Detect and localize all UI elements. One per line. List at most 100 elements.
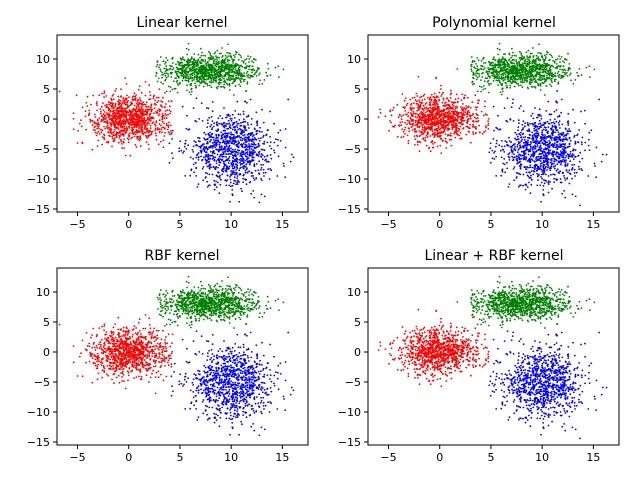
scatter-point: [210, 151, 212, 153]
scatter-point: [537, 78, 539, 80]
scatter-point: [184, 146, 186, 148]
scatter-point: [215, 61, 217, 63]
scatter-point: [241, 154, 243, 156]
scatter-point: [446, 98, 448, 100]
scatter-point: [451, 145, 453, 147]
scatter-point: [394, 125, 396, 127]
scatter-point: [218, 139, 220, 141]
scatter-point: [122, 97, 124, 99]
scatter-point: [151, 133, 153, 135]
scatter-point: [155, 75, 157, 77]
scatter-point: [410, 104, 412, 106]
scatter-point: [190, 88, 192, 90]
scatter-point: [98, 131, 100, 133]
scatter-point: [106, 104, 108, 106]
scatter-point: [425, 112, 427, 114]
scatter-point: [212, 69, 214, 71]
scatter-point: [147, 118, 149, 120]
scatter-point: [156, 139, 158, 141]
scatter-point: [250, 99, 252, 101]
scatter-point: [509, 54, 511, 56]
scatter-point: [212, 155, 214, 157]
scatter-point: [180, 150, 182, 152]
scatter-point: [548, 72, 550, 74]
scatter-point: [267, 129, 269, 131]
scatter-point: [255, 133, 257, 135]
scatter-point: [475, 72, 477, 74]
scatter-point: [223, 62, 225, 64]
scatter-point: [243, 62, 245, 64]
scatter-point: [222, 168, 224, 170]
scatter-point: [488, 118, 490, 120]
scatter-point: [550, 69, 552, 71]
scatter-point: [176, 74, 178, 76]
scatter-point: [283, 163, 285, 165]
scatter-point: [92, 95, 94, 97]
scatter-point: [415, 120, 417, 122]
scatter-point: [195, 167, 197, 169]
scatter-point: [473, 133, 475, 135]
scatter-point: [267, 63, 269, 65]
scatter-point: [378, 116, 380, 118]
scatter-point: [170, 125, 172, 127]
scatter-point: [188, 43, 190, 45]
scatter-point: [444, 105, 446, 107]
scatter-point: [529, 82, 531, 84]
scatter-point: [249, 75, 251, 77]
scatter-point: [524, 60, 526, 62]
scatter-point: [205, 176, 207, 178]
scatter-point: [200, 48, 202, 50]
scatter-point: [234, 158, 236, 160]
scatter-point: [499, 49, 501, 51]
scatter-point: [121, 133, 123, 135]
scatter-point: [221, 65, 223, 67]
scatter-point: [217, 62, 219, 64]
scatter-point: [150, 105, 152, 107]
scatter-point: [155, 132, 157, 134]
scatter-point: [252, 66, 254, 68]
scatter-point: [216, 130, 218, 132]
scatter-point: [113, 139, 115, 141]
scatter-point: [479, 131, 481, 133]
scatter-point: [456, 111, 458, 113]
scatter-point: [236, 124, 238, 126]
scatter-point: [234, 150, 236, 152]
scatter-point: [421, 129, 423, 131]
scatter-point: [219, 115, 221, 117]
scatter-point: [433, 124, 435, 126]
scatter-point: [412, 107, 414, 109]
scatter-point: [436, 95, 438, 97]
scatter-point: [249, 181, 251, 183]
scatter-point: [202, 67, 204, 69]
scatter-point: [285, 128, 287, 130]
scatter-point: [504, 63, 506, 65]
scatter-point: [131, 102, 133, 104]
scatter-point: [202, 179, 204, 181]
scatter-point: [419, 96, 421, 98]
scatter-point: [216, 163, 218, 165]
scatter-point: [208, 155, 210, 157]
scatter-point: [452, 116, 454, 118]
scatter-point: [266, 75, 268, 77]
scatter-point: [422, 99, 424, 101]
scatter-point: [392, 109, 394, 111]
scatter-point: [156, 66, 158, 68]
scatter-point: [468, 131, 470, 133]
scatter-point: [231, 58, 233, 60]
scatter-point: [503, 75, 505, 77]
scatter-point: [236, 163, 238, 165]
scatter-point: [511, 55, 513, 57]
scatter-point: [544, 78, 546, 80]
scatter-point: [193, 58, 195, 60]
scatter-point: [193, 63, 195, 65]
scatter-point: [458, 122, 460, 124]
scatter-point: [156, 112, 158, 114]
scatter-point: [403, 131, 405, 133]
scatter-point: [439, 135, 441, 137]
scatter-point: [563, 66, 565, 68]
scatter-point: [222, 133, 224, 135]
scatter-point: [197, 186, 199, 188]
scatter-point: [103, 121, 105, 123]
scatter-point: [200, 79, 202, 81]
scatter-point: [194, 74, 196, 76]
